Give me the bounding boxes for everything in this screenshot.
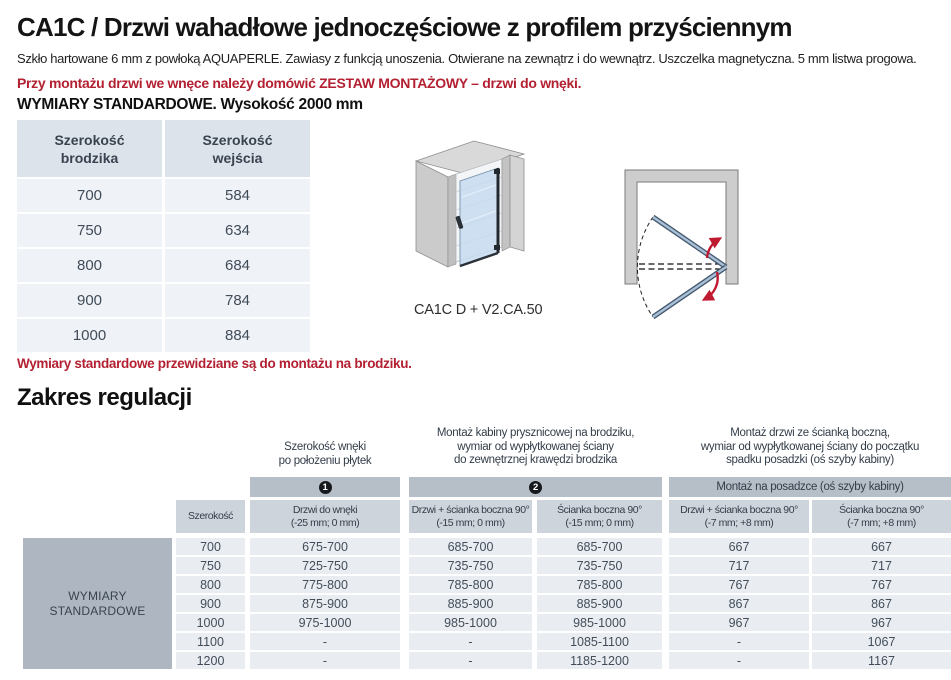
band-floor-mounting: Montaż na posadzce (oś szyby kabiny) (669, 477, 951, 497)
top-view-swing-drawing (624, 169, 739, 320)
subheader-door-sidewall-7: Drzwi + ścianka boczna 90° (-7 mm; +8 mm… (669, 500, 809, 533)
column-header-tray-width: Szerokość brodzika (17, 120, 162, 177)
table-row: 900 784 (17, 284, 313, 317)
standard-dimensions-label: WYMIARY STANDARDOWE (23, 538, 172, 669)
subheader-door-sidewall-15: Drzwi + ścianka boczna 90° (-15 mm; 0 mm… (409, 500, 532, 533)
swing-direction-arrow-icon (705, 237, 723, 259)
left-wall-edge (447, 173, 457, 268)
table-body: 700 675-700 685-700 685-700 667 667 750 … (176, 538, 951, 671)
glass-reflection (461, 184, 497, 198)
subheader-sidewall-7: Ścianka boczna 90° (-7 mm; +8 mm) (812, 500, 951, 533)
table-row: 1000 975-1000 985-1000 985-1000 967 967 (176, 614, 951, 631)
swing-direction-arrow-icon (701, 271, 719, 301)
hinge-icon (494, 245, 500, 250)
column-header-entry-width: Szerokość wejścia (165, 120, 310, 177)
table-row: 1100 - - 1085-1100 - 1067 (176, 633, 951, 650)
group-title-niche-width: Szerokość wnęki po położeniu płytek (278, 441, 372, 467)
tray-mounting-footnote: Wymiary standardowe przewidziane są do m… (17, 356, 412, 371)
subheader-spacer (23, 500, 176, 533)
circled-number-1-icon: 1 (318, 480, 332, 494)
swing-arc (636, 216, 654, 318)
subheader-sidewall-15: Ścianka boczna 90° (-15 mm; 0 mm) (537, 500, 662, 533)
subheader-width: Szerokość (176, 500, 245, 533)
table-row: 750 634 (17, 214, 313, 247)
standard-sizes-heading: WYMIARY STANDARDOWE. Wysokość 2000 mm (17, 96, 363, 113)
table-row: 800 684 (17, 249, 313, 282)
group-title-tray-mounting: Montaż kabiny prysznicowej na brodziku, … (436, 427, 635, 466)
subheader-niche-door: Drzwi do wnęki (-25 mm; 0 mm) (250, 500, 400, 533)
plan-walls (624, 169, 739, 285)
mounting-warning-note: Przy montażu drzwi we wnęce należy domów… (17, 75, 582, 91)
wall-lintel (414, 140, 526, 175)
handle-icon (455, 215, 464, 229)
isometric-door-drawing (414, 140, 526, 268)
table-row: 800 775-800 785-800 785-800 767 767 (176, 576, 951, 593)
table-row: 1200 - - 1185-1200 - 1167 (176, 652, 951, 669)
table-row: 700 584 (17, 179, 313, 212)
bottom-rail (459, 251, 499, 268)
table-row: 900 875-900 885-900 885-900 867 867 (176, 595, 951, 612)
band-spacer (23, 477, 250, 497)
door-open-in-glass (652, 216, 727, 268)
glass-reflection (461, 210, 497, 224)
circled-number-2-icon: 2 (529, 480, 542, 494)
hinge-icon (494, 169, 500, 174)
table-row: 1000 884 (17, 319, 313, 352)
band-row: 1 2 Montaż na posadzce (oś szyby kabiny) (23, 477, 951, 497)
right-wall-outer (509, 154, 525, 252)
page-title: CA1C / Drzwi wahadłowe jednoczęściowe z … (17, 12, 793, 42)
product-description: Szkło hartowane 6 mm z powłoką AQUAPERLE… (17, 51, 917, 66)
band-group-2: 2 (409, 477, 662, 497)
adjustment-range-heading: Zakres regulacji (17, 384, 192, 411)
model-code-label: CA1C D + V2.CA.50 (414, 302, 543, 318)
table-row: 750 725-750 735-750 735-750 717 717 (176, 557, 951, 574)
door-open-out-glass (652, 266, 727, 318)
table-row: 700 675-700 685-700 685-700 667 667 (176, 538, 951, 555)
adjustment-range-table: Szerokość wnęki po położeniu płytek Mont… (23, 425, 951, 675)
right-wall-inner (501, 154, 511, 252)
left-wall (415, 160, 449, 268)
group-title-side-wall-mounting: Montaż drzwi ze ścianką boczną, wymiar o… (700, 427, 920, 466)
subheader-row: Szerokość Drzwi do wnęki (-25 mm; 0 mm) … (23, 500, 951, 533)
band-group-1: 1 (250, 477, 400, 497)
standard-sizes-table: Szerokość brodzika Szerokość wejścia 700… (17, 120, 313, 354)
table-header-row: Szerokość brodzika Szerokość wejścia (17, 120, 313, 177)
